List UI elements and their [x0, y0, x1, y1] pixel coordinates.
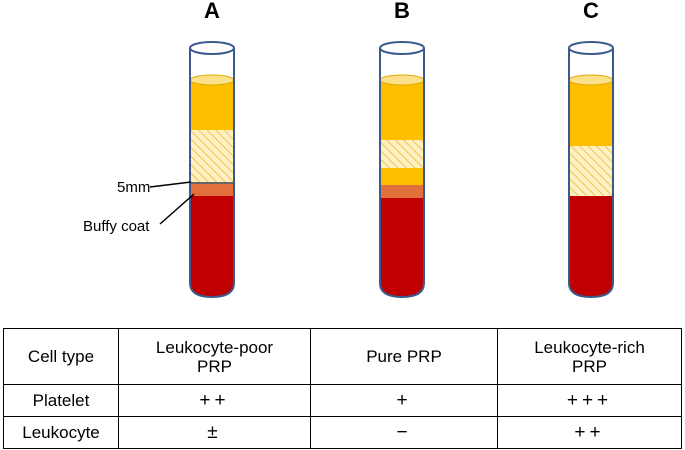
- cell: −: [310, 416, 498, 449]
- cell: ±: [118, 416, 311, 449]
- tube-layer: [190, 182, 234, 184]
- pointer: [159, 193, 195, 225]
- tube-label: A: [204, 0, 220, 23]
- header-text: Leukocyte-rich: [534, 337, 645, 357]
- tube-layer: [190, 184, 234, 196]
- header-cell: Leukocyte-rich PRP: [497, 328, 682, 385]
- header-text: Cell type: [27, 347, 95, 366]
- liquid-surface: [379, 74, 425, 86]
- header-text: Pure PRP: [366, 347, 442, 366]
- tube-rim: [189, 41, 235, 55]
- header-text: PRP: [572, 356, 607, 376]
- tube-layer: [190, 130, 234, 182]
- tube-rim: [379, 41, 425, 55]
- tube-layer: [380, 140, 424, 168]
- header-cell: Leukocyte-poor PRP: [118, 328, 311, 385]
- tube-layer: [569, 80, 613, 146]
- row: Leukocyte ± − ++: [3, 416, 682, 449]
- tube-label: C: [583, 0, 599, 23]
- liquid-surface: [189, 74, 235, 86]
- tube-outline: [379, 48, 425, 299]
- tube-layer: [190, 196, 234, 297]
- tube-layer: [190, 80, 234, 130]
- tube-layer: [569, 196, 613, 297]
- annotation: Buffy coat: [83, 218, 150, 235]
- tube-outline: [189, 48, 235, 299]
- tube-label: B: [394, 0, 410, 23]
- cell: ++: [497, 416, 682, 449]
- header-text: Leukocyte-poor: [155, 337, 274, 357]
- row: Platelet ++ + +++: [3, 384, 682, 417]
- tube-layer: [380, 185, 424, 198]
- cell: +: [310, 384, 498, 417]
- row-label: Platelet: [3, 384, 119, 417]
- comparison-table: Cell type Leukocyte-poor PRP Pure PRP Leu…: [3, 328, 682, 449]
- tube-layer: [380, 198, 424, 297]
- cell: ++: [118, 384, 311, 417]
- tube-layer: [380, 168, 424, 185]
- header-text: PRP: [197, 356, 232, 376]
- tube-layer: [380, 80, 424, 140]
- liquid-surface: [568, 74, 614, 86]
- header-cell: Pure PRP: [310, 328, 498, 385]
- cell: +++: [497, 384, 682, 417]
- diagram: A B C 5mm Buffy coat: [83, 0, 614, 299]
- header-row: Cell type Leukocyte-poor PRP Pure PRP Leu…: [3, 328, 682, 385]
- tube-layer: [569, 146, 613, 196]
- tube-outline: [568, 48, 614, 299]
- row-label: Leukocyte: [3, 416, 119, 449]
- header-cell: Cell type: [3, 328, 119, 385]
- annotation: 5mm: [117, 179, 150, 196]
- pointer: [149, 181, 192, 188]
- tube-rim: [568, 41, 614, 55]
